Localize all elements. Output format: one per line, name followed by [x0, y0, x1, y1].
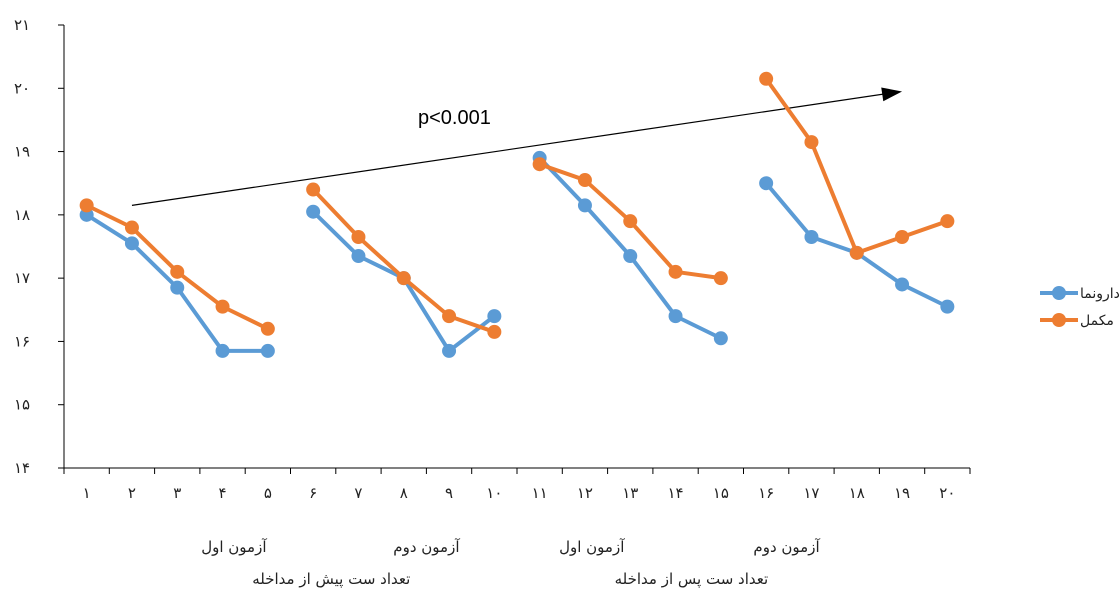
data-point — [442, 343, 457, 358]
group-caption-line1: آزمون دوم — [753, 538, 820, 556]
x-tick-label: ۸ — [400, 484, 408, 502]
data-point — [351, 230, 366, 245]
data-point — [124, 220, 139, 235]
x-tick-label: ۱۴ — [667, 484, 683, 502]
data-point — [804, 230, 819, 245]
data-point — [577, 173, 592, 188]
x-tick-label: ۹ — [445, 484, 453, 502]
x-tick-label: ۱۷ — [803, 484, 819, 502]
group-caption-line2: تعداد ست پیش از مداخله — [252, 570, 410, 589]
x-tick-label: ۳ — [173, 484, 181, 502]
data-point — [895, 277, 910, 292]
data-point — [260, 343, 275, 358]
x-tick-label: ۱۵ — [713, 484, 729, 502]
x-tick-label: ۱ — [83, 484, 91, 502]
y-tick-label: ۱۵ — [14, 396, 30, 414]
y-tick-label: ۲۰ — [14, 79, 30, 97]
x-tick-label: ۲ — [128, 484, 136, 502]
y-tick-label: ۱۴ — [14, 459, 30, 477]
y-ticks: ۱۴ ۱۵ ۱۶ ۱۷ ۱۸ ۱۹ ۲۰ ۲۱ — [14, 16, 64, 477]
data-point — [623, 248, 638, 263]
x-tick-label: ۱۸ — [849, 484, 865, 502]
series-group — [79, 71, 955, 339]
series-layer — [79, 71, 955, 358]
data-point — [849, 245, 864, 260]
x-tick-label: ۱۰ — [486, 484, 502, 502]
legend-label: دارونما — [1080, 286, 1119, 302]
data-point — [124, 236, 139, 251]
data-point — [713, 331, 728, 346]
series-line — [764, 77, 949, 255]
data-point — [215, 299, 230, 314]
trend-arrow — [131, 87, 903, 206]
x-tick-label: ۴ — [219, 484, 227, 502]
data-point — [804, 135, 819, 150]
x-tick-label: ۱۱ — [532, 484, 548, 502]
data-point — [260, 321, 275, 336]
series-line — [311, 188, 496, 334]
data-point — [668, 309, 683, 324]
data-point — [170, 280, 185, 295]
x-tick-label: ۱۲ — [577, 484, 593, 502]
x-tick-label: ۵ — [264, 484, 272, 502]
data-point — [442, 309, 457, 324]
legend: دارونما مکمل — [1040, 286, 1119, 329]
y-tick-label: ۲۱ — [14, 16, 30, 34]
y-tick-label: ۱۸ — [14, 206, 30, 224]
data-point — [577, 198, 592, 213]
data-point — [351, 248, 366, 263]
legend-swatch-marker — [1052, 286, 1066, 300]
trend-arrow-line — [131, 92, 893, 206]
series-line — [538, 156, 722, 341]
data-point — [396, 271, 411, 286]
series-line — [764, 181, 949, 309]
y-tick-label: ۱۹ — [14, 143, 30, 161]
data-point — [170, 264, 185, 279]
x-tick-label: ۱۶ — [758, 484, 774, 502]
data-point — [79, 198, 94, 213]
data-point — [215, 343, 230, 358]
y-tick-label: ۱۶ — [14, 332, 30, 350]
data-point — [895, 230, 910, 245]
x-ticks: ۱ ۲ ۳ ۴ ۵ ۶ ۷ ۸ ۹ ۱۰ ۱۱ ۱۲ ۱۳ ۱۴ ۱۵ ۱۶ ۱۷ ۱۸ ۱۹ ۲۰ — [63, 468, 971, 502]
group-caption-line1: آزمون اول — [559, 538, 625, 556]
legend-label: مکمل — [1080, 313, 1114, 329]
data-point — [623, 214, 638, 229]
x-tick-label: ۱۳ — [622, 484, 638, 502]
data-point — [487, 324, 502, 339]
p-value-annotation: p<0.001 — [418, 107, 491, 129]
group-caption-line1: آزمون دوم — [393, 538, 460, 556]
x-tick-label: ۲۰ — [939, 484, 955, 502]
x-tick-label: ۱۹ — [894, 484, 910, 502]
data-point — [713, 271, 728, 286]
group-caption-line2: تعداد ست پس از مداخله — [615, 570, 769, 589]
data-point — [532, 157, 547, 172]
group-captions: آزمون اول تعداد ست پیش از مداخله آزمون دوم… — [201, 538, 820, 589]
x-tick-label: ۶ — [309, 484, 317, 502]
data-point — [306, 182, 321, 197]
data-point — [759, 176, 774, 191]
legend-swatch-marker — [1052, 313, 1066, 327]
data-point — [940, 299, 955, 314]
group-caption-line1: آزمون اول — [201, 538, 267, 556]
y-tick-label: ۱۷ — [14, 269, 30, 287]
trend-arrow-head — [881, 87, 903, 102]
data-point — [487, 309, 502, 324]
series-group — [79, 150, 955, 358]
data-point — [940, 214, 955, 229]
x-tick-label: ۷ — [354, 484, 362, 502]
data-point — [668, 264, 683, 279]
data-point — [759, 71, 774, 86]
data-point — [306, 204, 321, 219]
